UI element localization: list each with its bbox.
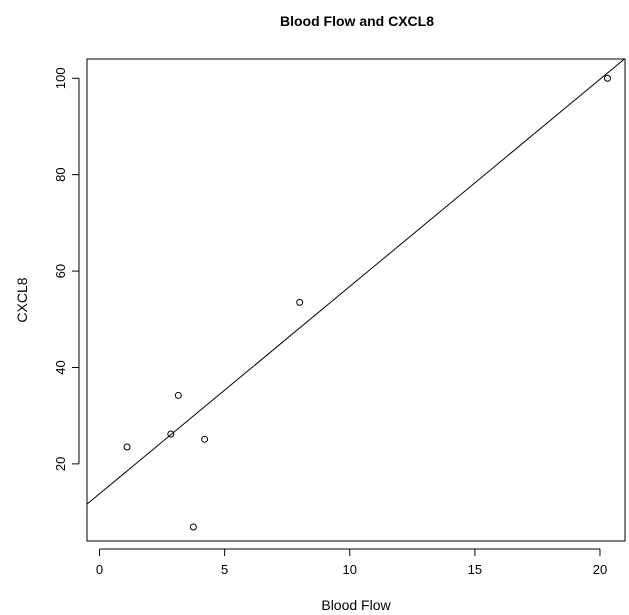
y-axis: 20 40 60 80 100 [53, 67, 80, 471]
data-point [167, 430, 175, 438]
y-axis-label: CXCL8 [14, 277, 30, 322]
y-tick-label: 60 [53, 264, 68, 278]
x-tick-label: 20 [593, 562, 607, 577]
fit-line-group [86, 58, 625, 505]
x-tick-label: 15 [468, 562, 482, 577]
y-tick-label: 40 [53, 360, 68, 374]
y-tick-label: 100 [53, 67, 68, 89]
y-tick-label: 80 [53, 167, 68, 181]
x-tick-label: 10 [343, 562, 357, 577]
data-points [123, 74, 611, 531]
data-point [603, 74, 611, 82]
x-axis-label: Blood Flow [321, 597, 391, 613]
data-point [123, 443, 131, 451]
data-point [174, 391, 182, 399]
plot-frame [86, 58, 626, 542]
x-axis: 0 5 10 15 20 [96, 548, 607, 577]
data-point [201, 435, 209, 443]
y-tick-label: 20 [53, 457, 68, 471]
chart-title: Blood Flow and CXCL8 [280, 13, 434, 29]
data-point [296, 298, 304, 306]
x-tick-label: 0 [96, 562, 103, 577]
data-point [189, 523, 197, 531]
fit-line [86, 58, 625, 505]
x-tick-label: 5 [221, 562, 228, 577]
